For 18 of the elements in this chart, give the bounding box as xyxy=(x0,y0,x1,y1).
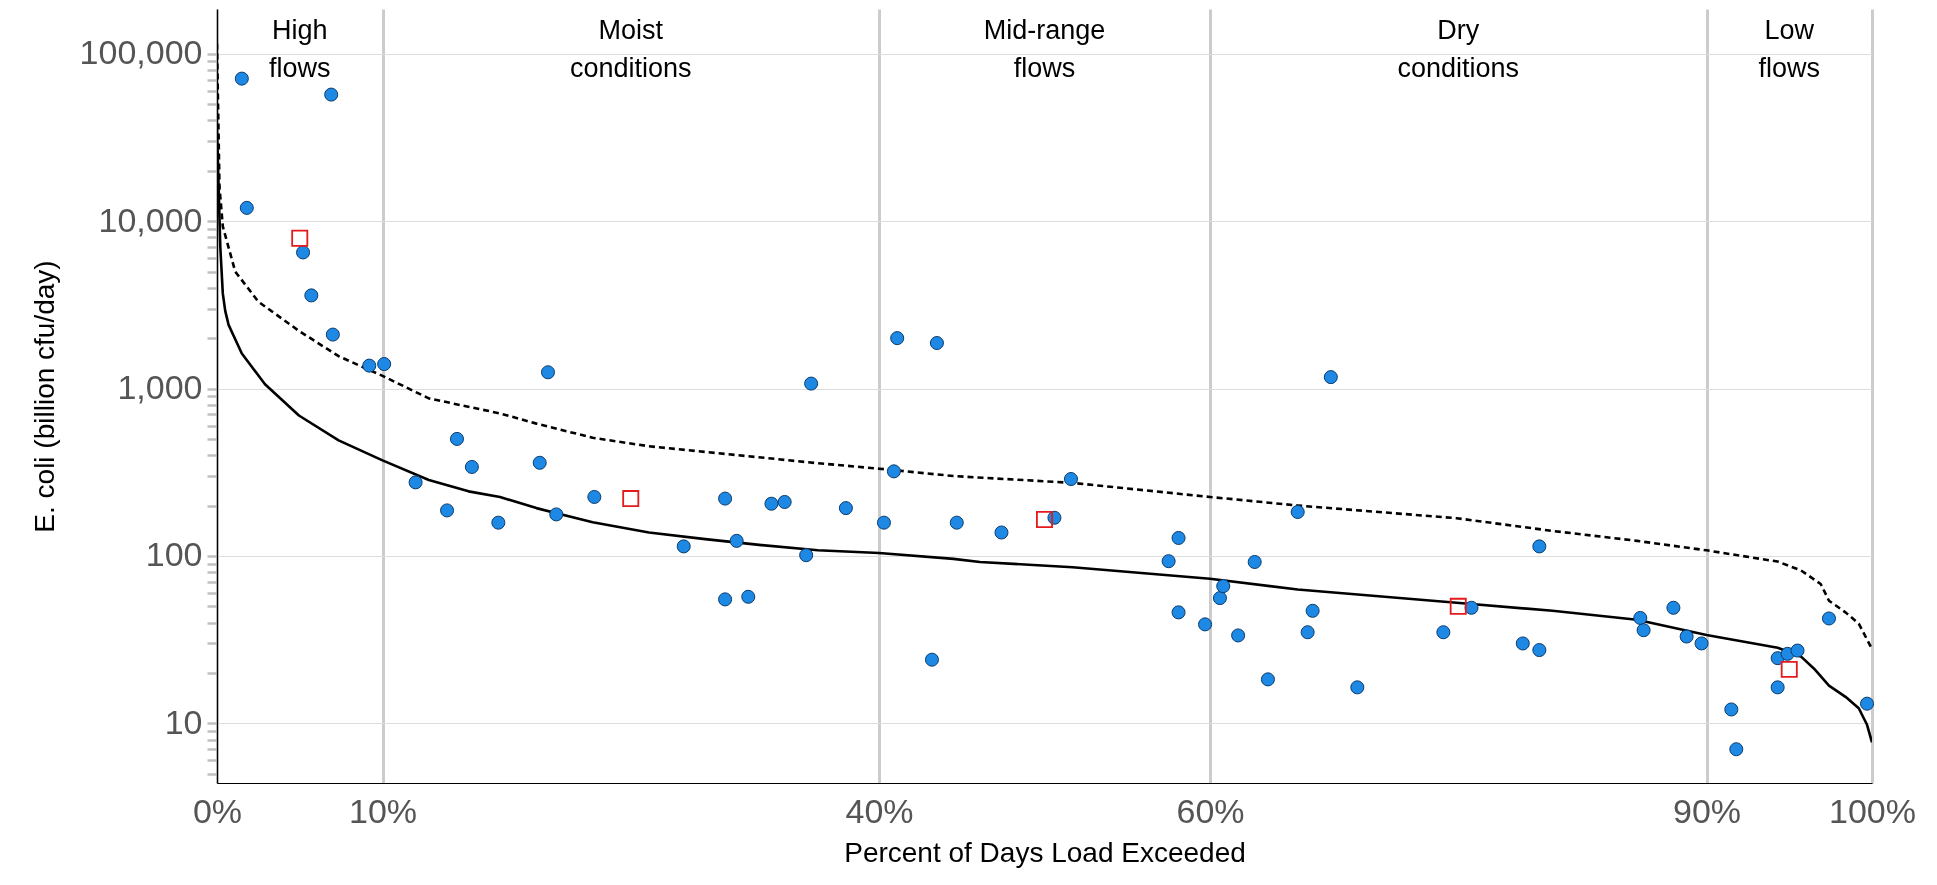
x-tick-label: 100% xyxy=(1829,791,1916,830)
x-tick-label: 10% xyxy=(348,791,418,830)
annotation: Low flows xyxy=(1758,15,1821,83)
x-tick-label: 60% xyxy=(1176,791,1245,830)
annotation: Mid-range flows xyxy=(983,15,1106,83)
annotation: Dry conditions xyxy=(1397,15,1520,83)
x-axis-title: Percent of Days Load Exceeded xyxy=(844,836,1246,868)
y-tick-label: 100,000 xyxy=(79,33,203,72)
x-tick-label: 0% xyxy=(192,791,243,830)
x-tick-label: 90% xyxy=(1672,791,1742,830)
y-tick-label: 1,000 xyxy=(117,368,203,407)
x-tick-label: 40% xyxy=(845,791,914,830)
annotation: High flows xyxy=(268,15,331,83)
annotation: Moist conditions xyxy=(569,15,692,83)
y-tick-label: 100 xyxy=(145,535,203,574)
y-tick-label: 10 xyxy=(164,702,203,741)
y-tick-label: 10,000 xyxy=(98,200,203,239)
y-axis-title: E. coli (billion cfu/day) xyxy=(28,260,60,533)
